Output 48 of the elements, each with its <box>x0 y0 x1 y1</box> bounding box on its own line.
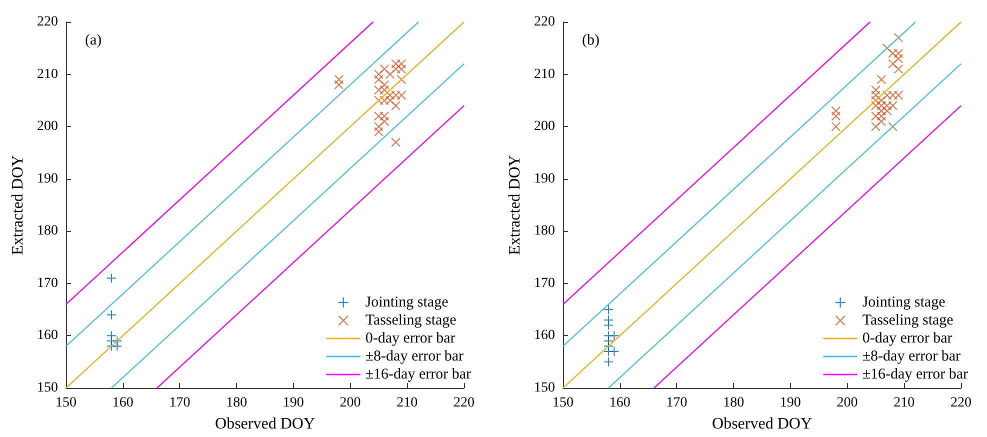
legend-label: ±16-day error bar <box>365 366 472 382</box>
y-tick-label: 150 <box>37 380 58 396</box>
legend-label: ±8-day error bar <box>365 348 464 364</box>
x-tick-label: 200 <box>836 396 858 410</box>
x-tick-label: 160 <box>609 396 630 410</box>
x-axis-title: Observed DOY <box>215 416 316 432</box>
legend-label: 0-day error bar <box>862 330 952 346</box>
legend-label: Tasseling stage <box>862 312 954 328</box>
x-tick-label: 180 <box>226 396 248 410</box>
x-tick-label: 220 <box>950 396 972 410</box>
y-tick-label: 170 <box>37 276 58 291</box>
x-tick-label: 150 <box>552 396 574 410</box>
x-tick-label: 190 <box>780 396 801 410</box>
y-axis-title: Extracted DOY <box>506 154 524 255</box>
y-tick-label: 190 <box>534 171 555 186</box>
x-tick-label: 200 <box>340 396 361 410</box>
y-tick-label: 220 <box>37 14 58 30</box>
y-tick-label: 160 <box>534 328 555 344</box>
x-tick-label: 170 <box>169 396 190 410</box>
x-tick-label: 160 <box>112 396 134 410</box>
legend-label: ±8-day error bar <box>862 348 961 364</box>
y-axis-title: Extracted DOY <box>10 154 27 255</box>
text: (a) <box>85 32 102 48</box>
y-tick-label: 190 <box>37 171 58 186</box>
legend-label: Jointing stage <box>862 294 946 310</box>
y-tick-label: 200 <box>37 119 58 134</box>
x-tick-label: 180 <box>723 396 744 410</box>
y-tick-label: 180 <box>37 224 58 239</box>
x-tick-label: 210 <box>894 396 915 410</box>
x-tick-label: 190 <box>282 396 304 410</box>
legend-label: 0-day error bar <box>365 330 456 346</box>
text: (b) <box>582 32 600 48</box>
x-tick-label: 220 <box>454 396 474 410</box>
y-tick-label: 170 <box>534 276 555 291</box>
y-tick-label: 160 <box>37 328 58 344</box>
x-tick-label: 150 <box>56 396 76 410</box>
legend-label: Tasseling stage <box>365 312 457 328</box>
y-tick-label: 210 <box>37 66 58 82</box>
legend-label: Jointing stage <box>365 294 449 310</box>
y-tick-label: 150 <box>534 380 555 396</box>
y-tick-label: 180 <box>534 224 555 239</box>
y-tick-label: 210 <box>534 66 555 82</box>
y-tick-label: 200 <box>534 119 555 134</box>
legend-label: ±16-day error bar <box>862 366 968 382</box>
x-tick-label: 170 <box>666 396 688 410</box>
x-tick-label: 210 <box>396 396 418 410</box>
x-axis-title: Observed DOY <box>712 416 812 432</box>
y-tick-label: 220 <box>534 14 555 30</box>
